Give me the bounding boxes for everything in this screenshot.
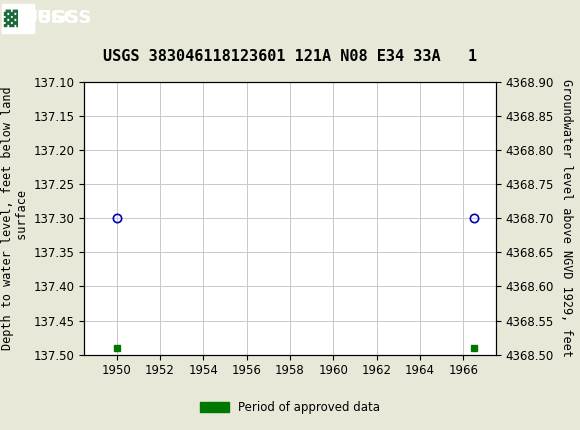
- Text: USGS 383046118123601 121A N08 E34 33A   1: USGS 383046118123601 121A N08 E34 33A 1: [103, 49, 477, 64]
- Text: USGS: USGS: [36, 9, 91, 27]
- Y-axis label: Depth to water level, feet below land
 surface: Depth to water level, feet below land su…: [1, 86, 29, 350]
- Bar: [2, 3, 34, 33]
- Text: █USGS: █USGS: [10, 9, 79, 28]
- Y-axis label: Groundwater level above NGVD 1929, feet: Groundwater level above NGVD 1929, feet: [560, 79, 572, 357]
- Text: ▓: ▓: [3, 9, 17, 27]
- Legend: Period of approved data: Period of approved data: [195, 396, 385, 418]
